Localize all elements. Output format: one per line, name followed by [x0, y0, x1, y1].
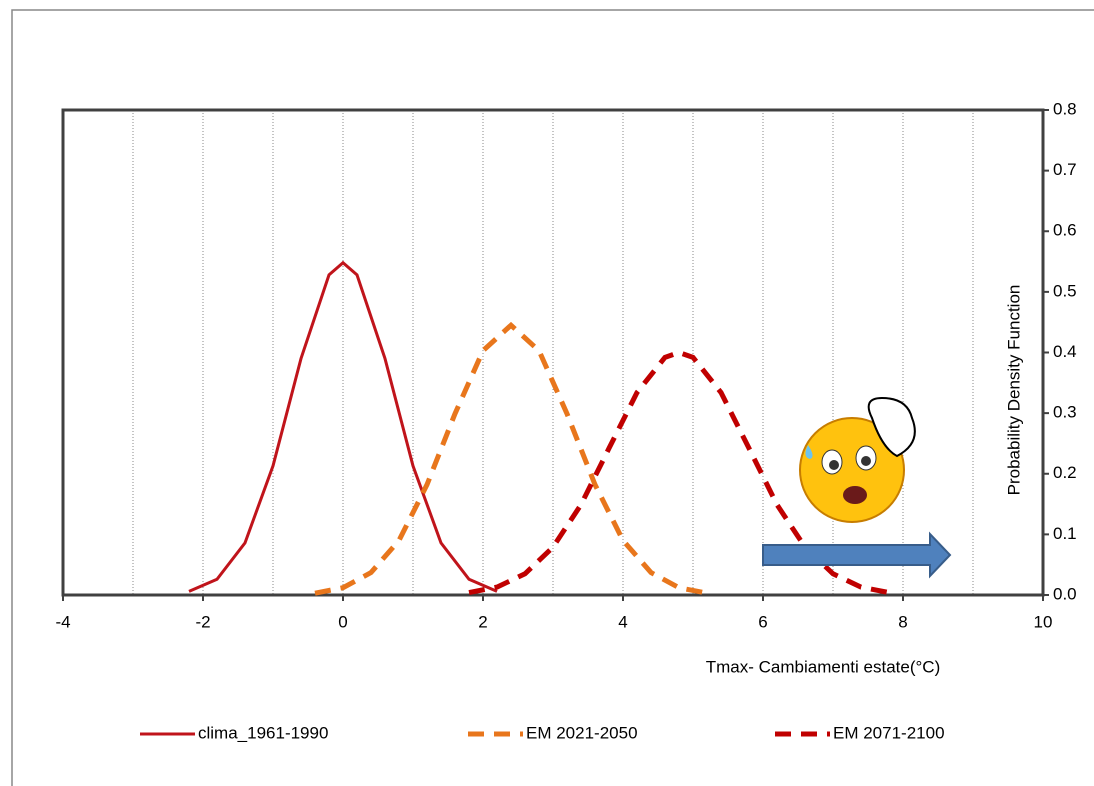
- legend-label: EM 2021-2050: [526, 723, 638, 742]
- legend-label: clima_1961-1990: [198, 723, 328, 742]
- x-axis-title: Tmax- Cambiamenti estate(°C): [706, 657, 940, 676]
- chart-frame: [11, 9, 1094, 786]
- x-tick-label: 0: [338, 612, 347, 631]
- y-tick-label: 0.0: [1053, 584, 1077, 603]
- legend: clima_1961-1990 EM 2021-2050 EM 2071-2100: [140, 723, 945, 742]
- y-tick-label: 0.3: [1053, 403, 1077, 422]
- emoji: [799, 396, 916, 523]
- x-tick-label: 10: [1034, 612, 1053, 631]
- y-tick-label: 0.5: [1053, 281, 1077, 300]
- x-tick-label: 2: [478, 612, 487, 631]
- x-tick-label: -2: [195, 612, 210, 631]
- series-line: [188, 260, 498, 593]
- y-tick-label: 0.1: [1053, 524, 1077, 543]
- y-tick-label: 0.2: [1053, 463, 1077, 482]
- series-line: [314, 321, 708, 596]
- legend-label: EM 2071-2100: [833, 723, 945, 742]
- y-tick-label: 0.7: [1053, 160, 1077, 179]
- x-tick-label: -4: [55, 612, 70, 631]
- x-tick-label: 4: [618, 612, 627, 631]
- x-tick-label: 8: [898, 612, 907, 631]
- arrow: [762, 531, 952, 579]
- y-axis-title: Probability Density Function: [1004, 285, 1023, 496]
- y-tick-label: 0.8: [1053, 99, 1077, 118]
- x-tick-label: 6: [758, 612, 767, 631]
- y-tick-label: 0.6: [1053, 221, 1077, 240]
- y-tick-label: 0.4: [1053, 342, 1077, 361]
- plot-area: [61, 108, 1049, 601]
